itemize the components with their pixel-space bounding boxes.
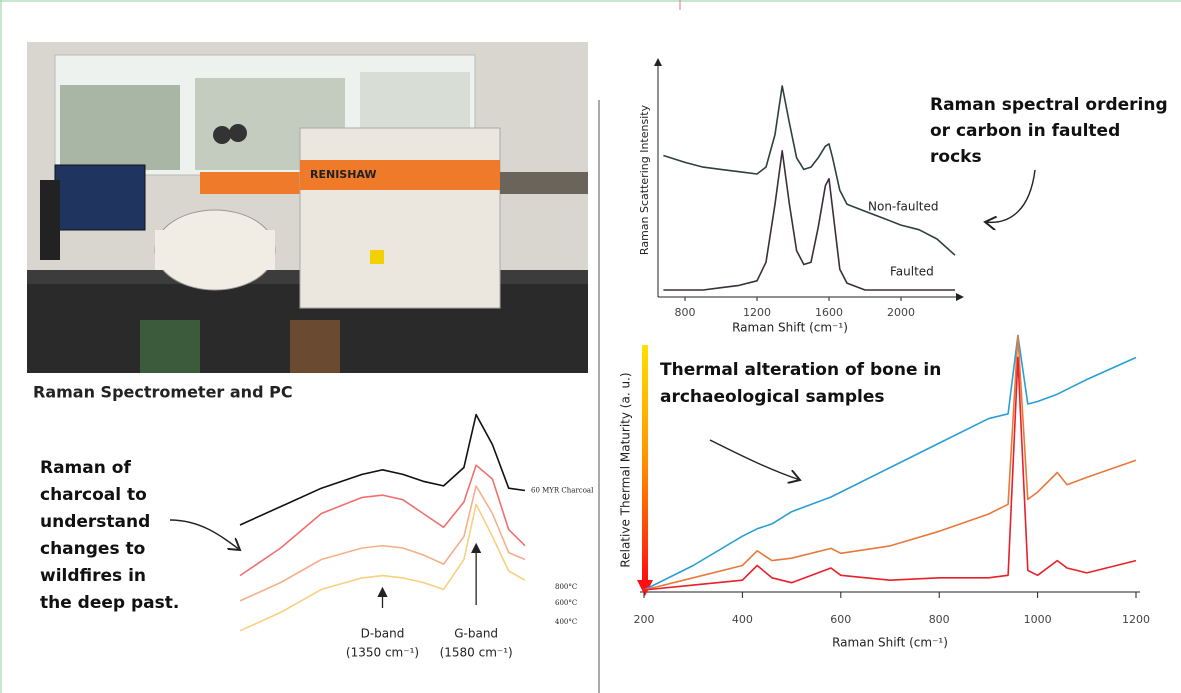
x-label: Raman Shift (cm⁻¹) — [832, 636, 948, 650]
series-label: 400°C — [555, 618, 577, 626]
series-label: 800°C — [555, 583, 577, 591]
x-tick-label: 800 — [929, 613, 950, 626]
y-label: Raman Scattering Intensity — [638, 104, 651, 255]
series-label: 600°C — [555, 599, 577, 607]
series-label: Non-faulted — [868, 200, 938, 214]
x-tick-label: 200 — [634, 613, 655, 626]
spectrum-line — [240, 504, 525, 631]
x-tick-label: 800 — [675, 306, 696, 319]
chart-title: archaeological samples — [660, 387, 884, 407]
annotation: charcoal to — [40, 485, 147, 505]
band-note: (1350 cm⁻¹) — [346, 646, 419, 660]
x-tick-label: 400 — [732, 613, 753, 626]
x-tick-label: 1000 — [1024, 613, 1052, 626]
arrow — [170, 520, 240, 550]
x-tick-label: 1200 — [743, 306, 771, 319]
annotation: Raman spectral ordering — [930, 95, 1168, 115]
figure: RENISHAW Raman Spectrometer and PC Raman… — [0, 0, 1181, 693]
annotation: rocks — [930, 147, 982, 167]
brand: RENISHAW — [310, 168, 377, 181]
series-label: 60 MYR Charcoal — [531, 487, 594, 495]
spectrum-line — [240, 465, 525, 575]
arrow — [710, 440, 800, 480]
band-note: (1580 cm⁻¹) — [440, 646, 513, 660]
annotation: understand — [40, 512, 150, 532]
photo-caption: Raman Spectrometer and PC — [33, 383, 293, 402]
y-label: Relative Thermal Maturity (a. u.) — [619, 372, 633, 567]
band-name: D-band — [361, 627, 405, 641]
spectrum-line — [240, 486, 525, 601]
photo: RENISHAW — [27, 42, 588, 373]
annotation: Raman of — [40, 458, 131, 478]
chart-title: Thermal alteration of bone in — [660, 360, 941, 380]
x-tick-label: 1600 — [815, 306, 843, 319]
series-label: Faulted — [890, 265, 934, 279]
arrow — [985, 170, 1035, 222]
annotation: or carbon in faulted — [930, 121, 1120, 141]
x-label: Raman Shift (cm⁻¹) — [732, 321, 848, 335]
annotation: the deep past. — [40, 593, 179, 613]
gradient-axis — [642, 345, 648, 580]
spectrum-line — [663, 86, 955, 255]
annotation: changes to — [40, 539, 145, 559]
annotation: wildfires in — [40, 566, 146, 586]
x-tick-label: 2000 — [887, 306, 915, 319]
x-tick-label: 600 — [830, 613, 851, 626]
band-name: G-band — [454, 627, 498, 641]
page: RENISHAW Raman Spectrometer and PC Raman… — [0, 0, 1181, 693]
x-tick-label: 1200 — [1122, 613, 1150, 626]
